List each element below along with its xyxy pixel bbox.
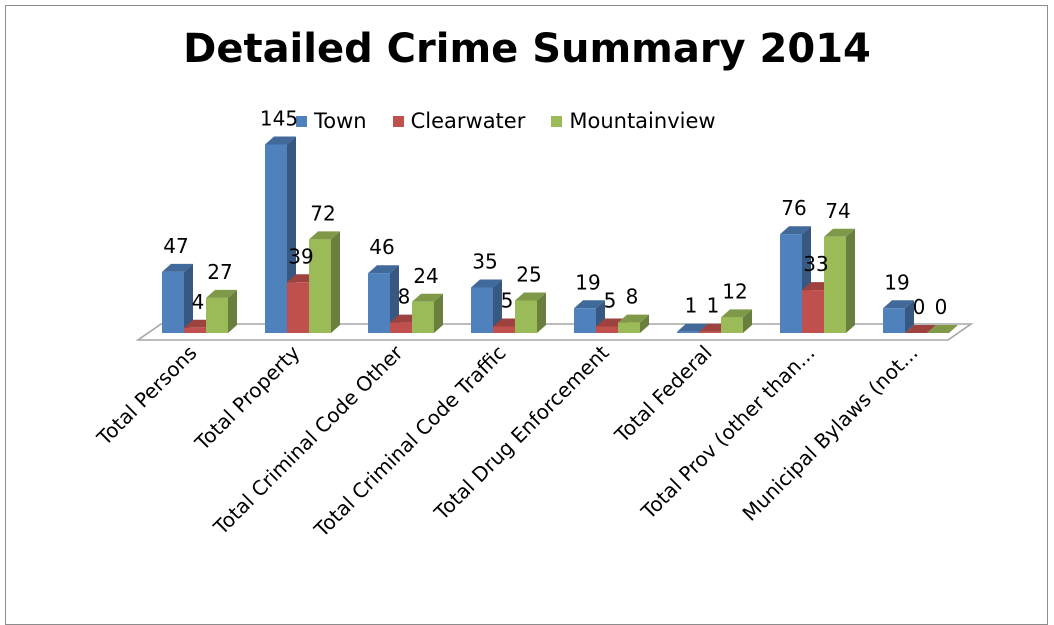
data-label-town-total-criminal-code-traffic: 35 bbox=[472, 250, 497, 274]
bar-side bbox=[331, 231, 340, 333]
bar-front bbox=[721, 317, 743, 333]
category-label-municipal-bylaws-not: Municipal Bylaws (not... bbox=[737, 341, 922, 526]
bar-mountainview-total-persons bbox=[206, 290, 237, 333]
bar-mountainview-total-criminal-code-traffic bbox=[515, 293, 546, 334]
data-label-clearwater-total-drug-enforcement: 5 bbox=[604, 289, 617, 313]
bar-front bbox=[368, 273, 390, 333]
category-label-total-persons: Total Persons bbox=[91, 341, 201, 451]
bar-front bbox=[287, 282, 309, 333]
data-label-mountainview-total-criminal-code-other: 24 bbox=[413, 264, 438, 288]
data-label-clearwater-total-federal: 1 bbox=[707, 294, 720, 318]
bar-front bbox=[206, 298, 228, 333]
bar-front bbox=[162, 272, 184, 333]
data-label-clearwater-total-persons: 4 bbox=[192, 290, 205, 314]
bar-mountainview-total-prov-other-than bbox=[824, 229, 855, 333]
bar-mountainview-total-criminal-code-other bbox=[412, 294, 443, 333]
category-label-total-criminal-code-other: Total Criminal Code Other bbox=[208, 340, 408, 540]
bar-front bbox=[265, 145, 287, 334]
data-label-mountainview-municipal-bylaws-not: 0 bbox=[935, 295, 948, 319]
data-label-mountainview-total-criminal-code-traffic: 25 bbox=[516, 263, 541, 287]
data-label-mountainview-total-persons: 27 bbox=[207, 260, 232, 284]
data-label-clearwater-total-property: 39 bbox=[288, 244, 313, 268]
category-label-total-prov-other-than: Total Prov (other than... bbox=[636, 341, 820, 525]
category-label-total-federal: Total Federal bbox=[609, 341, 716, 448]
bar-front bbox=[596, 327, 618, 334]
bar-front bbox=[618, 323, 640, 333]
data-label-town-municipal-bylaws-not: 19 bbox=[884, 270, 909, 294]
category-label-total-criminal-code-traffic: Total Criminal Code Traffic bbox=[309, 341, 511, 543]
bar-front bbox=[515, 301, 537, 334]
bar-front bbox=[471, 288, 493, 334]
bar-town-total-persons bbox=[162, 264, 193, 333]
data-label-town-total-criminal-code-other: 46 bbox=[369, 235, 394, 259]
bar-front bbox=[802, 290, 824, 333]
data-label-clearwater-total-criminal-code-other: 8 bbox=[398, 285, 411, 309]
bar-front bbox=[390, 323, 412, 333]
bar-front bbox=[574, 308, 596, 333]
data-label-town-total-property: 145 bbox=[260, 107, 298, 131]
data-label-mountainview-total-drug-enforcement: 8 bbox=[626, 285, 639, 309]
data-label-clearwater-total-criminal-code-traffic: 5 bbox=[501, 289, 514, 313]
bar-front bbox=[493, 327, 515, 334]
bar-town-municipal-bylaws-not bbox=[883, 300, 914, 333]
data-label-town-total-drug-enforcement: 19 bbox=[575, 270, 600, 294]
bar-front bbox=[883, 308, 905, 333]
data-label-mountainview-total-prov-other-than: 74 bbox=[825, 199, 850, 223]
category-label-total-property: Total Property bbox=[189, 340, 304, 455]
bar-front bbox=[780, 234, 802, 333]
bar-front bbox=[412, 302, 434, 333]
bar-front bbox=[699, 332, 721, 333]
data-label-town-total-federal: 1 bbox=[685, 294, 698, 318]
data-label-clearwater-total-prov-other-than: 33 bbox=[803, 252, 828, 276]
data-label-town-total-persons: 47 bbox=[163, 234, 188, 258]
data-label-mountainview-total-federal: 12 bbox=[722, 279, 747, 303]
data-label-mountainview-total-property: 72 bbox=[310, 201, 335, 225]
data-label-clearwater-municipal-bylaws-not: 0 bbox=[913, 295, 926, 319]
bar-side bbox=[846, 229, 855, 333]
data-label-town-total-prov-other-than: 76 bbox=[781, 196, 806, 220]
category-label-total-drug-enforcement: Total Drug Enforcement bbox=[429, 340, 614, 525]
bar-front bbox=[677, 332, 699, 333]
bar-front bbox=[184, 328, 206, 333]
